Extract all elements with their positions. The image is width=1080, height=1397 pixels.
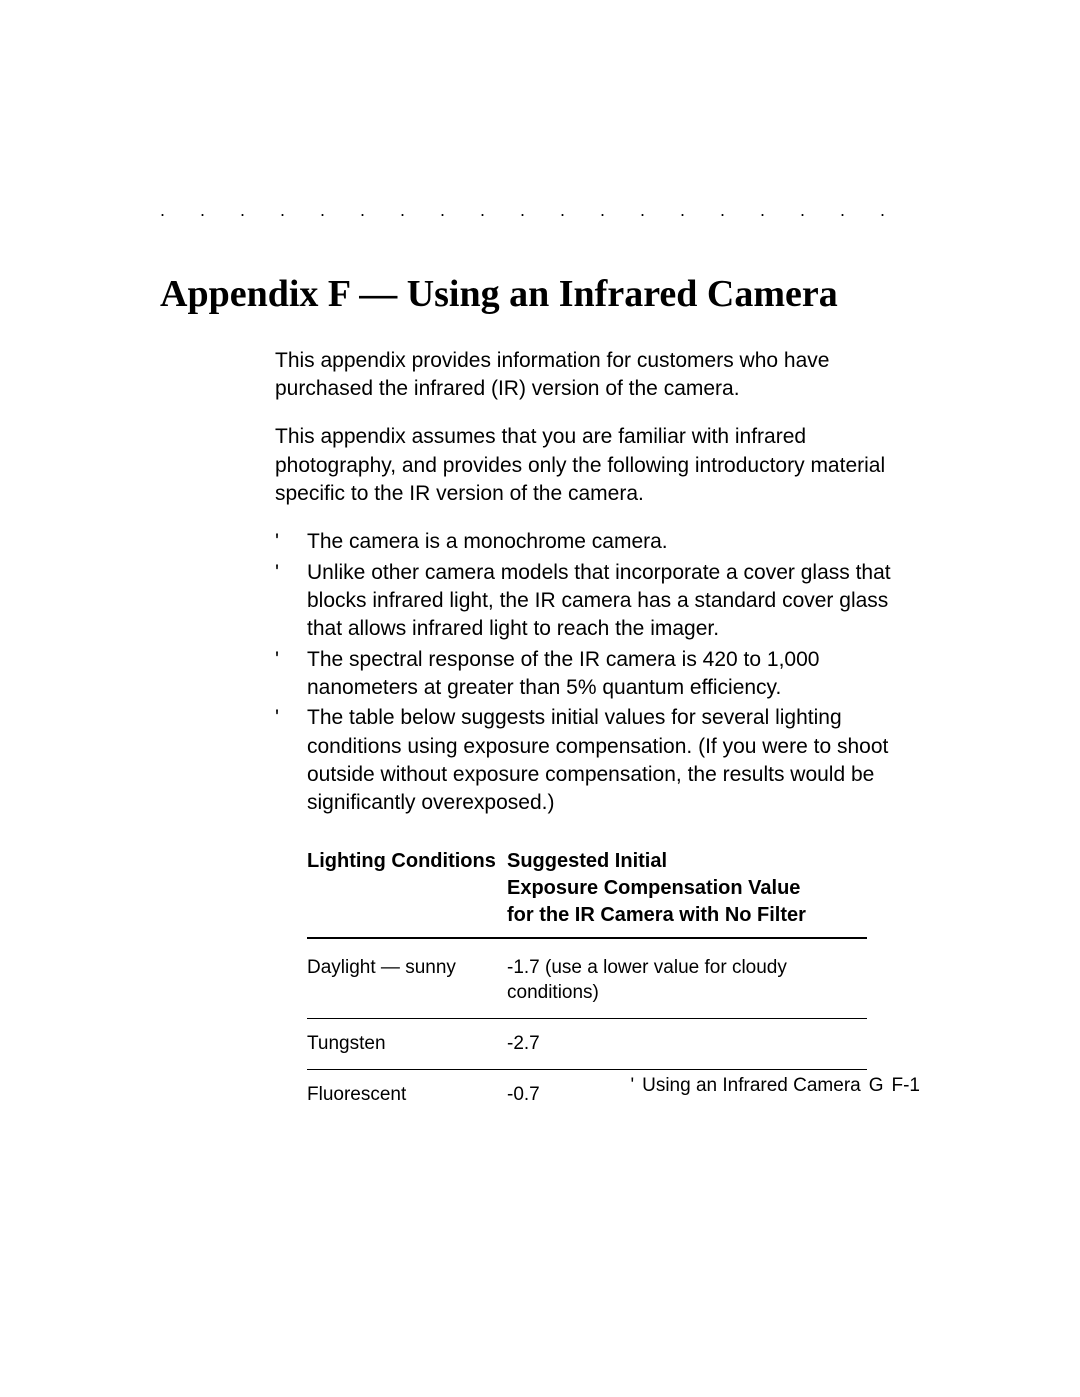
footer-section-title: Using an Infrared Camera	[642, 1075, 861, 1097]
bullet-item: The table below suggests initial values …	[275, 704, 920, 817]
table-header-row: Lighting Conditions Suggested Initial Ex…	[307, 848, 867, 939]
footer-mark-icon: '	[630, 1075, 634, 1097]
table-header-value: Suggested Initial Exposure Compensation …	[507, 848, 867, 929]
appendix-title: Appendix F — Using an Infrared Camera	[160, 271, 920, 319]
bullet-list: The camera is a monochrome camera. Unlik…	[275, 528, 920, 817]
page-footer: ' Using an Infrared Camera G F-1	[630, 1075, 920, 1097]
dotted-rule: . . . . . . . . . . . . . . . . . . . . …	[160, 200, 920, 221]
table-row: Tungsten -2.7	[307, 1019, 867, 1070]
table-cell-value: -1.7 (use a lower value for cloudy condi…	[507, 955, 867, 1006]
table-cell-value: -2.7	[507, 1031, 867, 1057]
bullet-item: The camera is a monochrome camera.	[275, 528, 920, 556]
table-header-lighting: Lighting Conditions	[307, 848, 507, 929]
table-row: Daylight — sunny -1.7 (use a lower value…	[307, 943, 867, 1019]
table-cell-condition: Daylight — sunny	[307, 955, 507, 1006]
footer-page-number: F-1	[892, 1075, 921, 1097]
intro-paragraph-1: This appendix provides information for c…	[275, 347, 920, 404]
table-cell-condition: Fluorescent	[307, 1082, 507, 1108]
body-block: This appendix provides information for c…	[275, 347, 920, 1120]
page: . . . . . . . . . . . . . . . . . . . . …	[0, 0, 1080, 1119]
bullet-item: The spectral response of the IR camera i…	[275, 646, 920, 703]
bullet-item: Unlike other camera models that incorpor…	[275, 559, 920, 644]
footer-glyph-icon: G	[869, 1075, 884, 1097]
intro-paragraph-2: This appendix assumes that you are famil…	[275, 423, 920, 508]
table-cell-condition: Tungsten	[307, 1031, 507, 1057]
